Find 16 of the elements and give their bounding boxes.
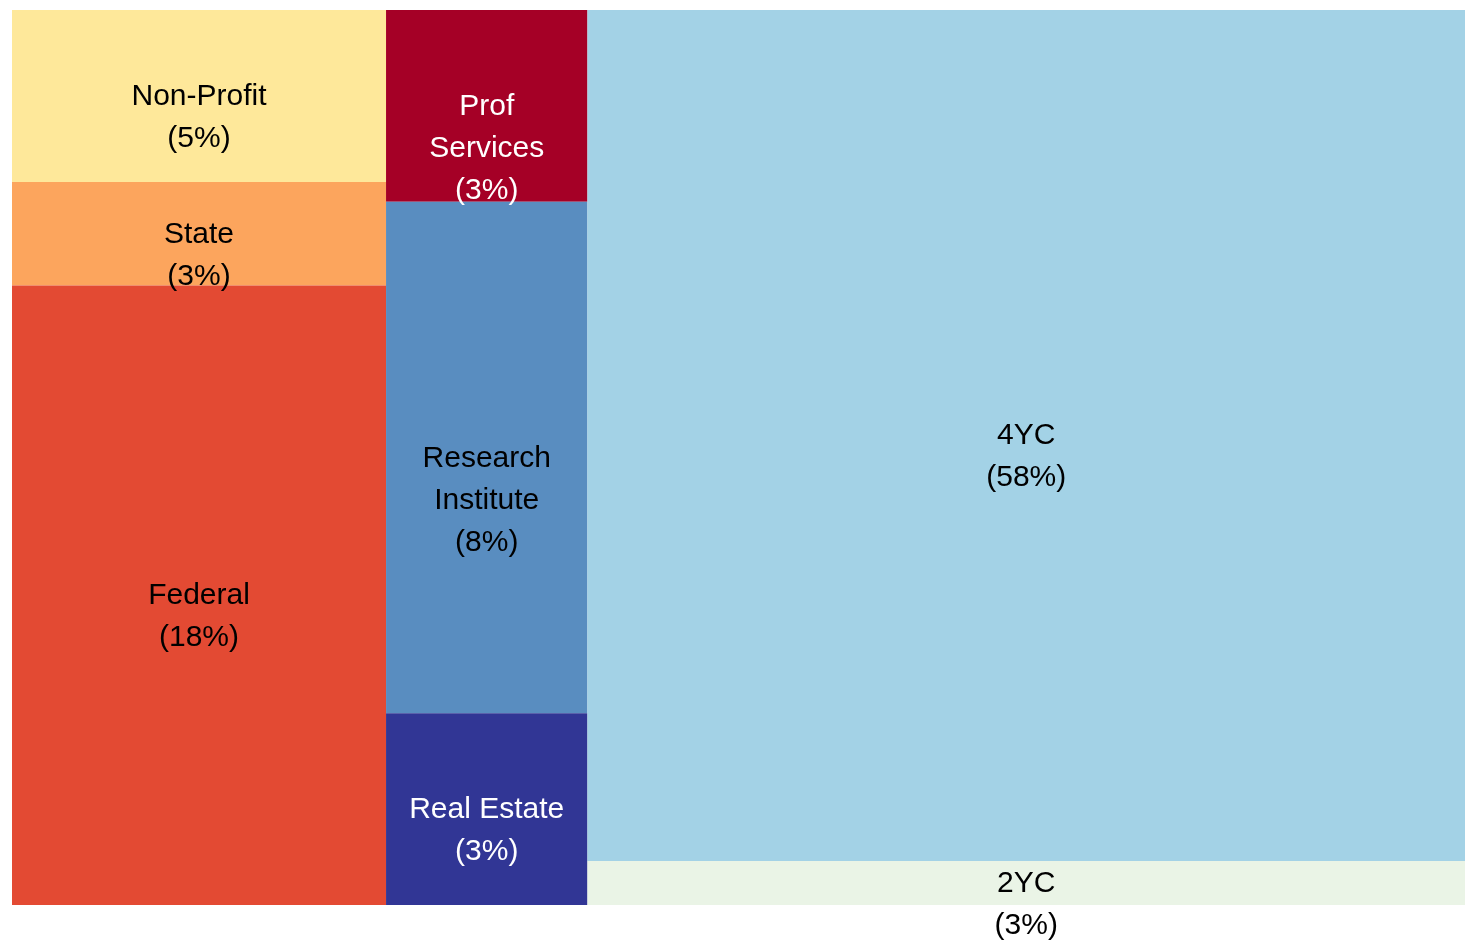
category-label: Real Estate [409,791,565,825]
data-label: (3%) [167,257,231,291]
data-label: (3%) [455,833,519,867]
category-label: 4YC [997,417,1056,451]
category-label: State [163,215,235,249]
data-label: (8%) [455,523,519,557]
category-label: Non-Profit [131,78,268,112]
category-label: 2YC [997,864,1056,898]
data-label: (5%) [167,120,231,154]
category-label: Prof Services [429,87,545,163]
category-label: Federal [148,577,250,611]
category-label: Research Institute [422,439,551,515]
data-label: (58%) [986,459,1067,493]
data-label: (18%) [159,619,240,653]
data-label: (3%) [455,171,519,205]
data-label: (3%) [994,906,1058,940]
